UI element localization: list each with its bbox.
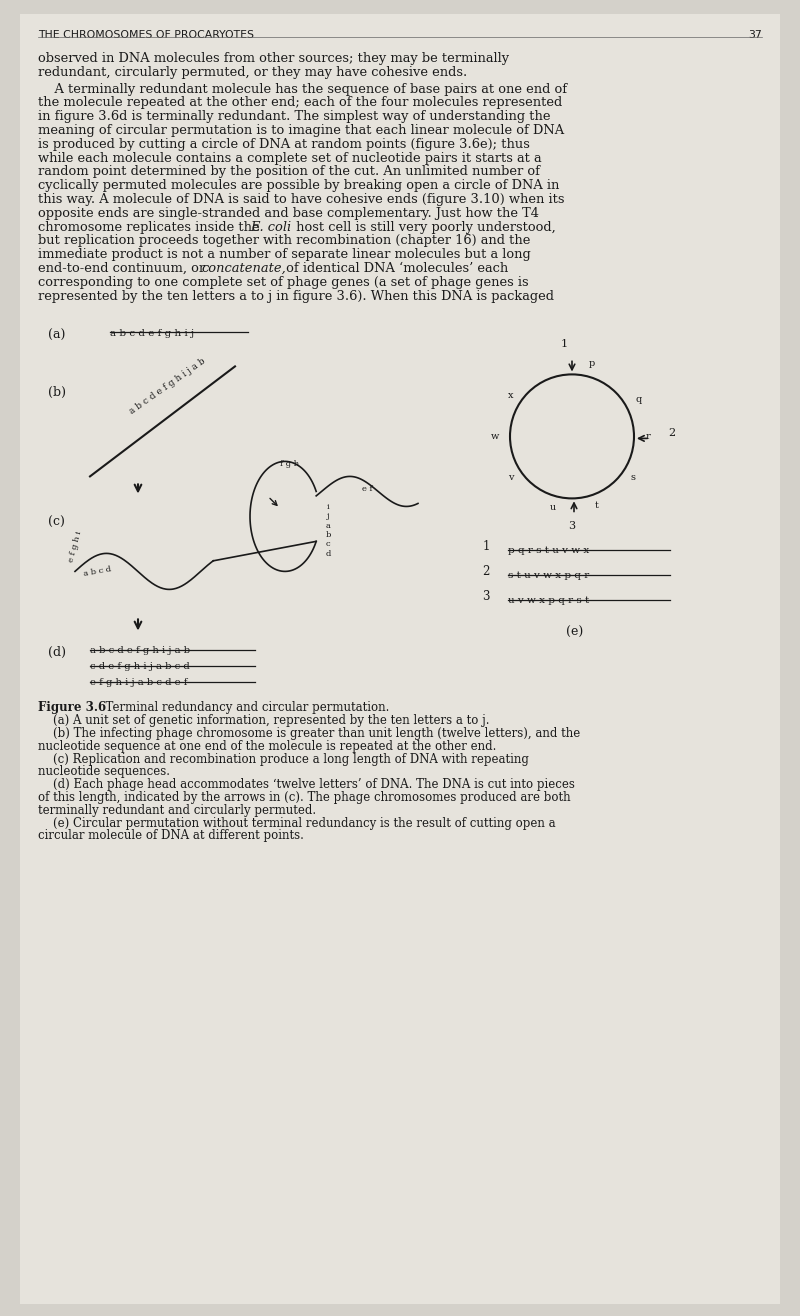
Text: of this length, indicated by the arrows in (c). The phage chromosomes produced a: of this length, indicated by the arrows … [38,791,570,804]
Text: 3: 3 [569,521,575,532]
Text: circular molecule of DNA at different points.: circular molecule of DNA at different po… [38,829,304,842]
Text: i
j
a: i j a [326,503,330,529]
Text: c d e f g h i j a b c d: c d e f g h i j a b c d [90,662,190,671]
Text: a b c d e f g h i j a b: a b c d e f g h i j a b [90,646,190,655]
Text: THE CHROMOSOMES OF PROCARYOTES: THE CHROMOSOMES OF PROCARYOTES [38,30,254,39]
Text: random point determined by the position of the cut. An unlimited number of: random point determined by the position … [38,166,540,179]
Text: Figure 3.6: Figure 3.6 [38,701,106,715]
Text: (c): (c) [48,516,65,529]
Text: a b c d e f g h i j a b: a b c d e f g h i j a b [128,357,207,416]
Text: A terminally redundant molecule has the sequence of base pairs at one end of: A terminally redundant molecule has the … [38,83,567,96]
Text: but replication proceeds together with recombination (chapter 16) and the: but replication proceeds together with r… [38,234,530,247]
Text: terminally redundant and circularly permuted.: terminally redundant and circularly perm… [38,804,316,817]
Text: redundant, circularly permuted, or they may have cohesive ends.: redundant, circularly permuted, or they … [38,66,467,79]
Text: opposite ends are single-stranded and base complementary. Just how the T4: opposite ends are single-stranded and ba… [38,207,539,220]
Text: is produced by cutting a circle of DNA at random points (figure 3.6e); thus: is produced by cutting a circle of DNA a… [38,138,530,151]
Text: 1: 1 [482,540,490,553]
Text: E. coli: E. coli [250,221,291,234]
Text: e f g h i j a b c d e f: e f g h i j a b c d e f [90,679,187,687]
Text: (d): (d) [48,646,66,659]
Text: meaning of circular permutation is to imagine that each linear molecule of DNA: meaning of circular permutation is to im… [38,124,564,137]
Text: (b) The infecting phage chromosome is greater than unit length (twelve letters),: (b) The infecting phage chromosome is gr… [38,726,580,740]
Text: observed in DNA molecules from other sources; they may be terminally: observed in DNA molecules from other sou… [38,53,509,64]
Text: Terminal redundancy and circular permutation.: Terminal redundancy and circular permuta… [98,701,390,715]
Text: 37: 37 [748,30,762,39]
Text: 2: 2 [482,565,490,578]
Text: (c) Replication and recombination produce a long length of DNA with repeating: (c) Replication and recombination produc… [38,753,529,766]
Text: (a): (a) [48,329,66,342]
Text: r: r [645,432,650,441]
Text: 3: 3 [482,590,490,603]
Text: u v w x p q r s t: u v w x p q r s t [508,596,590,605]
Text: q: q [635,395,642,404]
Text: chromosome replicates inside the: chromosome replicates inside the [38,221,264,234]
Text: cyclically permuted molecules are possible by breaking open a circle of DNA in: cyclically permuted molecules are possib… [38,179,559,192]
Text: w: w [490,432,499,441]
Text: while each molecule contains a complete set of nucleotide pairs it starts at a: while each molecule contains a complete … [38,151,542,164]
Text: end-to-end continuum, or: end-to-end continuum, or [38,262,210,275]
Text: in figure 3.6d is terminally redundant. The simplest way of understanding the: in figure 3.6d is terminally redundant. … [38,111,550,124]
Text: e f g h i: e f g h i [67,530,83,563]
Text: e f: e f [362,486,373,494]
Text: represented by the ten letters a to j in figure 3.6). When this DNA is packaged: represented by the ten letters a to j in… [38,290,554,303]
Text: v: v [508,472,514,482]
Text: a b c d e f g h i j: a b c d e f g h i j [110,329,194,338]
Text: nucleotide sequences.: nucleotide sequences. [38,766,170,778]
Text: (d) Each phage head accommodates ‘twelve letters’ of DNA. The DNA is cut into pi: (d) Each phage head accommodates ‘twelve… [38,778,575,791]
Text: immediate product is not a number of separate linear molecules but a long: immediate product is not a number of sep… [38,249,530,261]
Text: b
c
d: b c d [326,532,330,558]
Text: (a) A unit set of genetic information, represented by the ten letters a to j.: (a) A unit set of genetic information, r… [38,715,490,728]
Text: s: s [630,472,635,482]
Text: x: x [508,391,514,400]
FancyBboxPatch shape [20,14,780,1304]
Text: nucleotide sequence at one end of the molecule is repeated at the other end.: nucleotide sequence at one end of the mo… [38,740,496,753]
Text: concatenate,: concatenate, [201,262,286,275]
Text: corresponding to one complete set of phage genes (a set of phage genes is: corresponding to one complete set of pha… [38,276,529,288]
Text: p q r s t u v w x: p q r s t u v w x [508,546,590,555]
Text: s t u v w x p q r: s t u v w x p q r [508,571,590,580]
Text: host cell is still very poorly understood,: host cell is still very poorly understoo… [292,221,556,234]
Text: p: p [589,359,594,368]
Text: this way. A molecule of DNA is said to have cohesive ends (figure 3.10) when its: this way. A molecule of DNA is said to h… [38,193,565,207]
Text: 1: 1 [560,338,567,349]
Text: (e) Circular permutation without terminal redundancy is the result of cutting op: (e) Circular permutation without termina… [38,817,556,829]
Text: the molecule repeated at the other end; each of the four molecules represented: the molecule repeated at the other end; … [38,96,562,109]
Text: u: u [550,503,556,512]
Text: f g h: f g h [281,461,299,468]
Text: t: t [595,500,599,509]
Text: (b): (b) [48,387,66,399]
Text: (e): (e) [566,626,584,640]
Text: a b c d: a b c d [83,566,113,579]
Text: of identical DNA ‘molecules’ each: of identical DNA ‘molecules’ each [282,262,508,275]
Text: 2: 2 [668,428,675,438]
